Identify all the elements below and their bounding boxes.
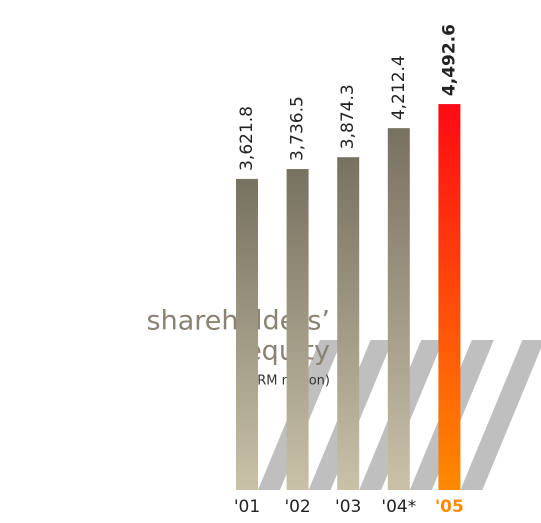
- value-label: 4,212.4: [389, 55, 409, 120]
- x-tick-label: '01: [234, 497, 260, 517]
- value-label: 3,621.8: [237, 106, 257, 171]
- x-tick-label: '02: [284, 497, 310, 517]
- value-label: 3,874.3: [338, 84, 358, 149]
- value-label: 4,492.6: [439, 24, 459, 96]
- bar: [387, 128, 410, 490]
- bar: [286, 169, 309, 490]
- x-tick-label: '03: [335, 497, 361, 517]
- x-tick-label: '04*: [381, 497, 416, 517]
- bar: [438, 104, 461, 490]
- bar: [236, 178, 258, 490]
- bar: [337, 157, 360, 490]
- value-label: 3,736.5: [288, 96, 308, 161]
- shadow: [460, 340, 541, 490]
- x-tick-label: '05: [435, 497, 464, 517]
